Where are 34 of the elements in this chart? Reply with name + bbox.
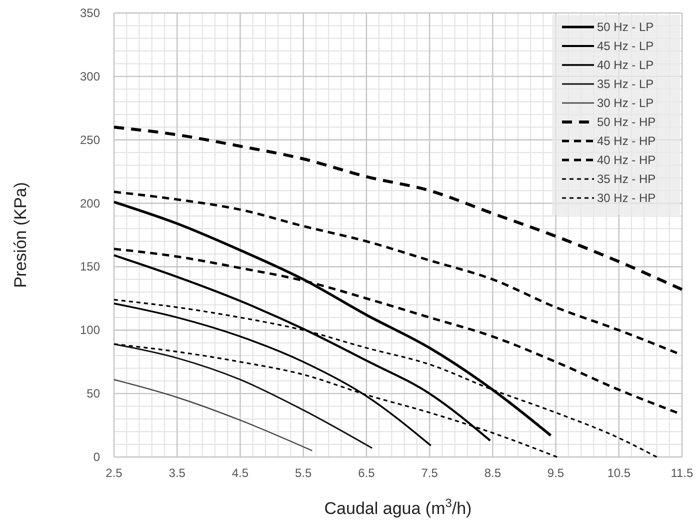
x-tick-label: 6.5 xyxy=(358,466,376,480)
y-tick-label: 300 xyxy=(80,69,100,84)
legend-label: 40 Hz - HP xyxy=(597,153,656,167)
legend-label: 35 Hz - LP xyxy=(597,77,654,91)
y-tick-label: 350 xyxy=(80,6,100,20)
legend-label: 50 Hz - LP xyxy=(597,20,654,34)
x-axis-title: Caudal agua (m$^{3}$/h) xyxy=(324,496,472,518)
y-tick-label: 250 xyxy=(80,132,100,147)
x-tick-label: 11.5 xyxy=(670,466,694,480)
x-tick-label: 3.5 xyxy=(168,466,186,480)
legend-label: 30 Hz - HP xyxy=(597,191,656,205)
x-tick-label: 5.5 xyxy=(294,466,312,480)
x-tick-label: 9.5 xyxy=(547,466,564,480)
legend-label: 45 Hz - HP xyxy=(597,134,656,148)
x-tick-label: 7.5 xyxy=(421,466,438,480)
legend-label: 50 Hz - HP xyxy=(597,115,656,129)
y-axis-title: Presión (KPa) xyxy=(11,182,30,288)
line-series xyxy=(113,343,373,449)
line-series xyxy=(112,126,684,292)
y-tick-label: 50 xyxy=(86,386,100,401)
line-series xyxy=(113,379,313,452)
legend-label: 30 Hz - LP xyxy=(597,96,654,110)
x-tick-label: 2.5 xyxy=(106,466,123,480)
x-tick-label: 8.5 xyxy=(484,466,502,480)
x-tick-label: 4.5 xyxy=(232,466,249,480)
line-series xyxy=(112,190,678,354)
legend-label: 40 Hz - LP xyxy=(597,58,654,72)
y-tick-label: 0 xyxy=(93,450,100,464)
legend-label: 35 Hz - HP xyxy=(597,172,656,186)
legend-label: 45 Hz - LP xyxy=(597,39,654,53)
y-tick-label: 100 xyxy=(80,323,100,338)
y-tick-label: 150 xyxy=(80,260,100,274)
x-tick-label: 10.5 xyxy=(607,466,631,480)
y-tick-label: 200 xyxy=(80,196,100,210)
